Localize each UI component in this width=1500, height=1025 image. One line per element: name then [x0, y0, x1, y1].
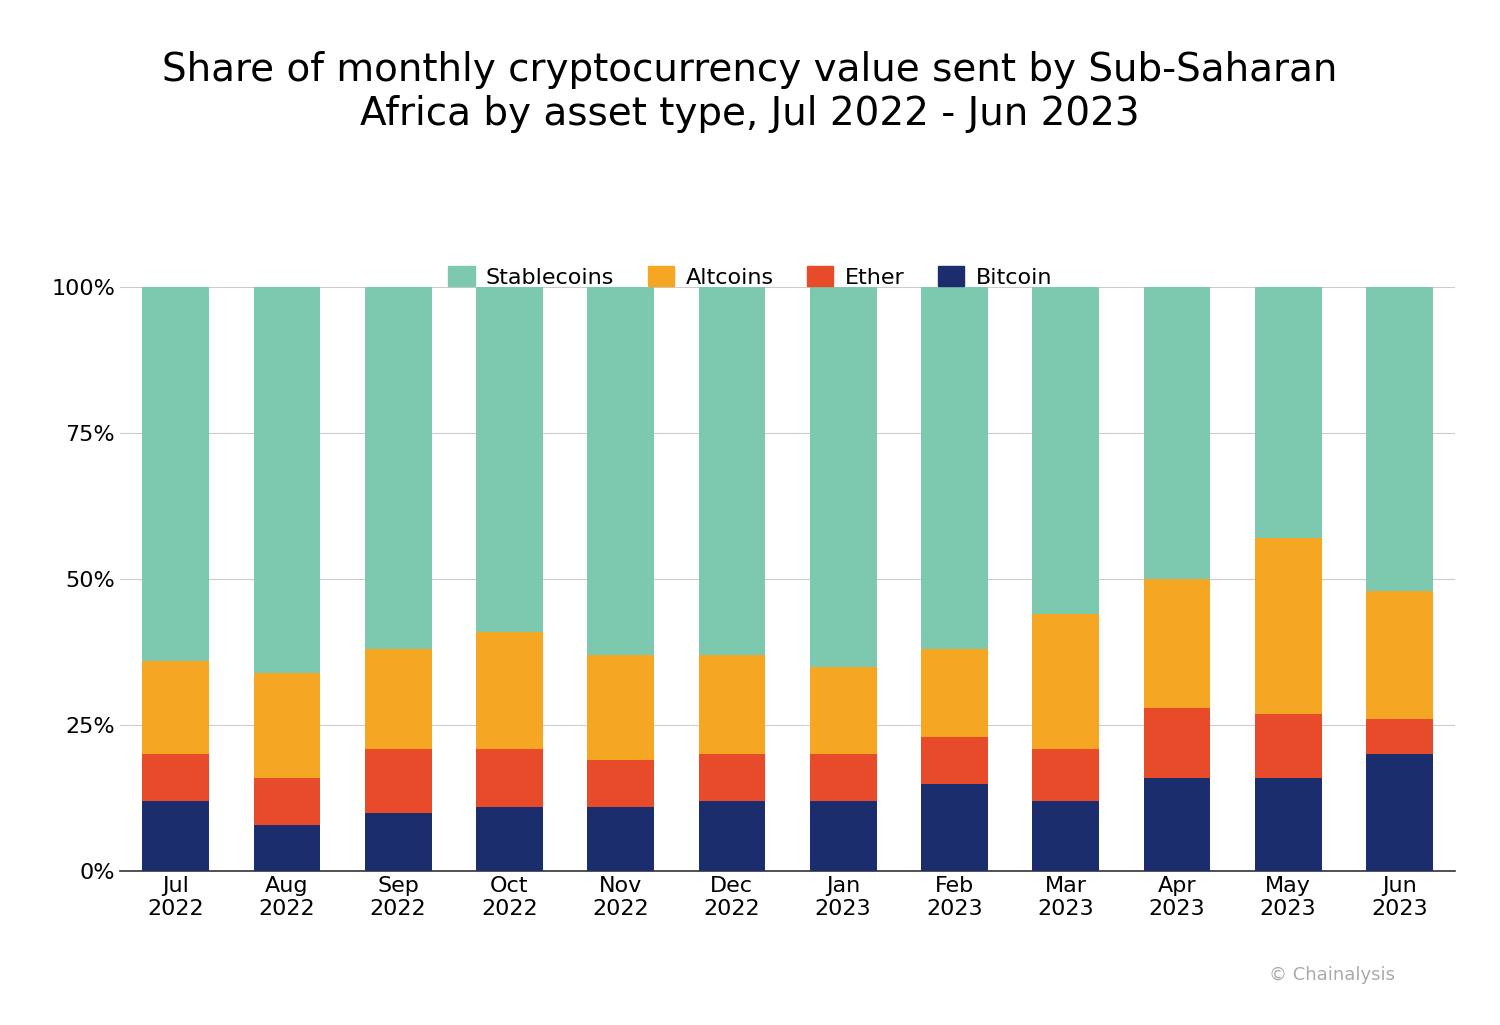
Bar	[1143, 579, 1210, 707]
Bar	[476, 631, 543, 748]
Bar	[1366, 754, 1432, 871]
Bar	[588, 655, 654, 761]
Bar	[254, 287, 321, 672]
Bar	[699, 655, 765, 754]
Bar	[1366, 720, 1432, 754]
Bar	[1032, 802, 1100, 871]
Bar	[1143, 707, 1210, 778]
Bar	[1143, 778, 1210, 871]
Bar	[921, 737, 987, 783]
Bar	[1143, 287, 1210, 579]
Bar	[142, 287, 208, 661]
Bar	[142, 754, 208, 802]
Text: © Chainalysis: © Chainalysis	[1269, 966, 1395, 984]
Bar	[1254, 713, 1322, 778]
Bar	[588, 287, 654, 655]
Bar	[254, 778, 321, 824]
Bar	[476, 287, 543, 631]
Bar	[1032, 748, 1100, 802]
Bar	[1366, 590, 1432, 720]
Bar	[921, 287, 987, 649]
Bar	[1366, 287, 1432, 590]
Bar	[364, 287, 432, 649]
Bar	[699, 287, 765, 655]
Bar	[1254, 778, 1322, 871]
Bar	[810, 754, 876, 802]
Bar	[254, 672, 321, 778]
Bar	[476, 807, 543, 871]
Bar	[810, 287, 876, 666]
Bar	[699, 754, 765, 802]
Bar	[254, 824, 321, 871]
Bar	[364, 748, 432, 813]
Bar	[1032, 287, 1100, 614]
Bar	[1254, 538, 1322, 713]
Bar	[588, 807, 654, 871]
Bar	[142, 661, 208, 754]
Bar	[364, 813, 432, 871]
Bar	[699, 802, 765, 871]
Bar	[476, 748, 543, 807]
Bar	[810, 666, 876, 754]
Bar	[921, 783, 987, 871]
Bar	[1254, 287, 1322, 538]
Bar	[1032, 614, 1100, 748]
Bar	[364, 649, 432, 748]
Bar	[810, 802, 876, 871]
Text: Share of monthly cryptocurrency value sent by Sub-Saharan
Africa by asset type, : Share of monthly cryptocurrency value se…	[162, 51, 1338, 133]
Bar	[588, 761, 654, 807]
Bar	[921, 649, 987, 737]
Legend: Stablecoins, Altcoins, Ether, Bitcoin: Stablecoins, Altcoins, Ether, Bitcoin	[440, 257, 1060, 296]
Bar	[142, 802, 208, 871]
